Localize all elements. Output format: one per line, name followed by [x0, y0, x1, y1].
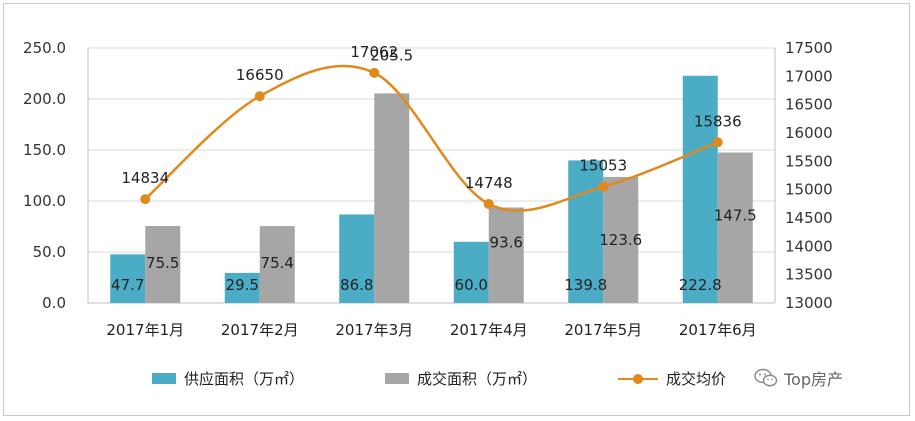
right-tick-label: 15500 [785, 152, 833, 170]
bar-deal [603, 176, 639, 303]
legend-item-deal: 成交面积（万㎡） [385, 364, 537, 392]
x-tick-label: 2017年1月 [106, 321, 184, 339]
right-tick-label: 17000 [785, 67, 833, 85]
x-tick-label: 2017年2月 [221, 321, 299, 339]
right-tick-label: 13500 [785, 266, 833, 284]
left-axis-ticks: 0.0 50.0 100.0 150.0 200.0 250.0 [23, 39, 66, 312]
bar-data-label: 123.6 [599, 231, 642, 249]
right-tick-label: 17500 [785, 39, 833, 57]
watermark-text: Top房产 [784, 370, 844, 389]
legend-label-supply: 供应面积（万㎡） [184, 369, 305, 388]
bar-supply [568, 160, 604, 303]
price-point [483, 198, 494, 209]
right-tick-label: 14500 [785, 209, 833, 227]
bar-data-label: 147.5 [714, 207, 757, 225]
left-tick-label: 150.0 [23, 141, 66, 159]
price-data-label: 14834 [121, 169, 169, 187]
bar-deal [259, 226, 295, 303]
bar-supply [110, 254, 146, 303]
bar-supply [682, 75, 718, 303]
left-tick-label: 0.0 [42, 294, 66, 312]
bar-data-label: 60.0 [455, 276, 488, 294]
bar-series [110, 75, 753, 303]
legend-swatch-supply [152, 372, 176, 384]
price-point [254, 91, 265, 102]
bar-data-label: 222.8 [679, 276, 722, 294]
bar-data-label: 75.4 [261, 254, 294, 272]
bar-deal [145, 225, 181, 303]
price-point [712, 137, 723, 148]
legend-label-deal: 成交面积（万㎡） [417, 369, 538, 388]
price-line [144, 64, 719, 212]
bar-supply [339, 214, 375, 303]
bar-data-label: 29.5 [226, 276, 259, 294]
price-data-label: 15053 [579, 157, 627, 175]
price-data-label: 16650 [236, 66, 284, 84]
price-point [369, 67, 380, 78]
bar-data-label: 86.8 [340, 276, 373, 294]
watermark: Top房产 [754, 364, 843, 392]
price-point [598, 181, 609, 192]
bar-data-label: 205.5 [370, 46, 413, 64]
right-tick-label: 15000 [785, 181, 833, 199]
price-data-label: 15836 [694, 112, 742, 130]
right-tick-label: 16500 [785, 96, 833, 114]
bar-data-label: 47.7 [111, 276, 144, 294]
data-labels: 47.7 29.5 86.8 60.0 139.8 222.8 75.5 75.4 205.5 9… [111, 43, 757, 294]
legend-item-supply: 供应面积（万㎡） [152, 364, 304, 392]
bar-supply [224, 272, 260, 303]
right-axis-ticks: 13000 13500 14000 14500 15000 15500 16000 16500… [785, 39, 833, 312]
legend-item-price: 成交均价 [618, 364, 726, 392]
gridlines [87, 47, 776, 304]
bar-deal [488, 207, 524, 303]
chart-frame [3, 3, 910, 416]
right-tick-label: 13000 [785, 294, 833, 312]
wechat-icon [754, 368, 778, 387]
legend-label-price: 成交均价 [666, 369, 727, 388]
x-axis-labels: 2017年1月 2017年2月 2017年3月 2017年4月 2017年5月 2017年… [106, 321, 756, 339]
left-tick-label: 100.0 [23, 192, 66, 210]
price-point [140, 194, 151, 205]
right-tick-label: 16000 [785, 124, 833, 142]
left-tick-label: 250.0 [23, 39, 66, 57]
combo-chart: 0.0 50.0 100.0 150.0 200.0 250.0 13000 13500 14… [23, 39, 833, 339]
price-data-label: 17062 [350, 43, 398, 61]
bar-supply [453, 241, 489, 303]
x-tick-label: 2017年5月 [564, 321, 642, 339]
bar-data-label: 139.8 [564, 276, 607, 294]
price-line-series [140, 64, 723, 212]
bar-deal [717, 152, 753, 303]
x-tick-label: 2017年3月 [335, 321, 413, 339]
legend-swatch-price [618, 373, 658, 384]
legend-swatch-deal [385, 372, 409, 384]
bar-data-label: 93.6 [490, 234, 523, 252]
x-tick-label: 2017年6月 [679, 321, 757, 339]
bar-deal [374, 93, 410, 303]
right-tick-label: 14000 [785, 237, 833, 255]
left-tick-label: 200.0 [23, 90, 66, 108]
legend: 供应面积（万㎡） 成交面积（万㎡） 成交均价 [0, 364, 915, 392]
left-tick-label: 50.0 [33, 243, 66, 261]
price-data-label: 14748 [465, 174, 513, 192]
x-tick-label: 2017年4月 [450, 321, 528, 339]
bar-data-label: 75.5 [146, 254, 179, 272]
